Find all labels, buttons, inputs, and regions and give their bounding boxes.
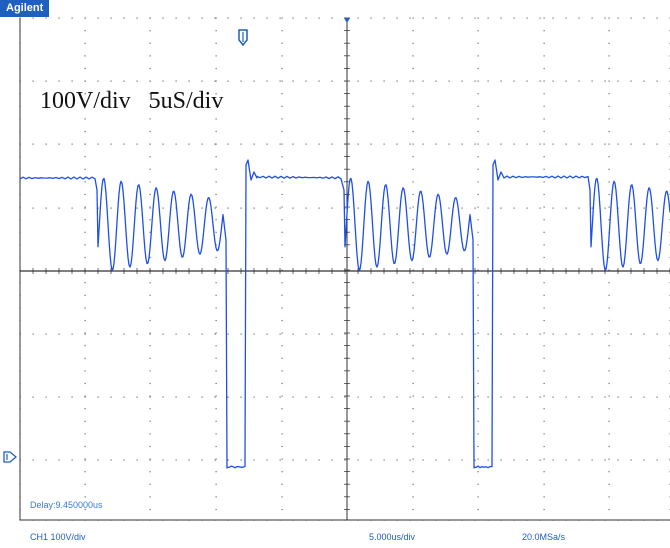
scale-annotation: 100V/div 5uS/div [40, 88, 223, 115]
timebase-readout: 5.000us/div [369, 532, 415, 542]
trigger-position-icon[interactable] [239, 30, 247, 45]
samplerate-readout: 20.0MSa/s [522, 532, 565, 542]
center-marker-icon [344, 18, 350, 23]
ground-level-icon[interactable] [4, 452, 16, 462]
channel-scale-readout: CH1 100V/div [30, 532, 86, 542]
ch1-waveform-trace [20, 160, 670, 468]
delay-readout: Delay:9.450000us [30, 500, 103, 510]
